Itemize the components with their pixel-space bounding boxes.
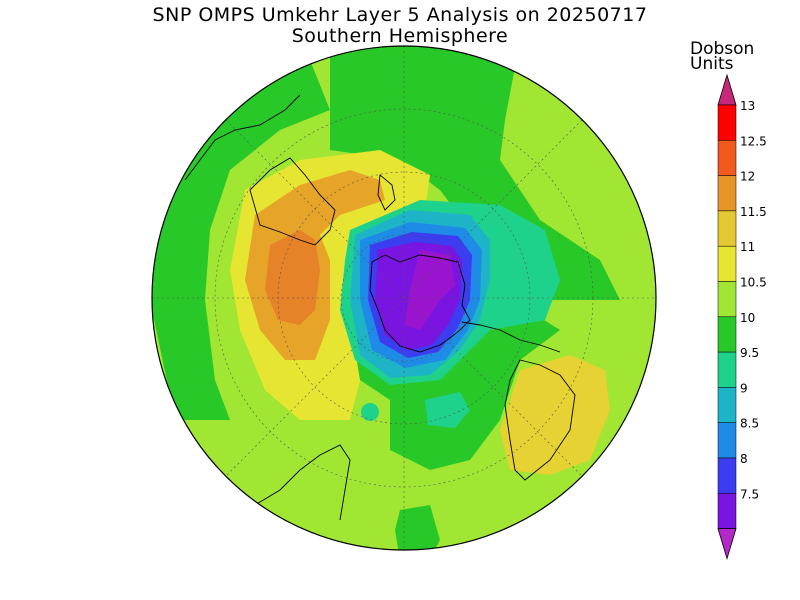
colorbar-tick-label: 9 [740,381,748,395]
colorbar-tick-label: 11.5 [740,205,767,219]
violet-region [405,250,455,330]
teal-dot [361,403,379,421]
colorbar-tick-label: 8.5 [740,417,759,431]
colorbar-swatch [717,457,737,494]
ozone-field [152,46,656,550]
colorbar-arrow-top [717,73,737,106]
graticule [152,46,656,550]
colorbar-title-line1: Dobson [690,39,755,59]
coastlines [184,94,576,521]
green-region-bottom [395,505,440,550]
colorbar-swatch [717,281,737,318]
colorbar-swatch [717,493,737,529]
antarctica-coast [369,254,471,353]
colorbar-tick-label: 11 [740,240,755,254]
colorbar-swatch [717,175,737,212]
colorbar-arrow-bottom [717,528,737,560]
colorbar-swatch [717,422,737,459]
colorbar-tick-label: 7.5 [740,487,759,501]
colorbar-swatch [717,351,737,388]
colorbar-tick-label: 13 [740,99,755,113]
colorbar-swatch [717,140,737,176]
colorbar-title-line2: Units [690,54,734,74]
colorbar-tick-label: 12.5 [740,134,767,148]
colorbar-swatch [717,387,737,423]
colorbar-tick-label: 12 [740,170,755,184]
colorbar-tick-label: 10 [740,311,755,325]
colorbar-swatch [717,316,737,353]
australia-coast [249,157,336,246]
teal-small-region [425,392,470,428]
colorbar-tick-label: 10.5 [740,276,767,290]
asia-coast [184,94,301,181]
orange-region [265,230,320,325]
antarctic-peninsula [461,321,561,353]
south-america-coast [504,359,576,481]
colorbar-swatch [717,210,737,247]
map-title: SNP OMPS Umkehr Layer 5 Analysis on 2025… [152,4,648,26]
africa-coast [254,444,351,521]
colorbar-tick-label: 8 [740,452,748,466]
colorbar-title: Dobson Units [690,39,755,74]
colorbar-swatch [717,245,737,282]
map-border [151,45,657,551]
yellow-region-right [500,355,610,475]
colorbar-tick-label: 9.5 [740,346,759,360]
map-subtitle: Southern Hemisphere [291,25,509,47]
colorbar-swatch [717,104,737,141]
new-zealand-coast [377,174,396,211]
green-region-top [330,46,620,300]
